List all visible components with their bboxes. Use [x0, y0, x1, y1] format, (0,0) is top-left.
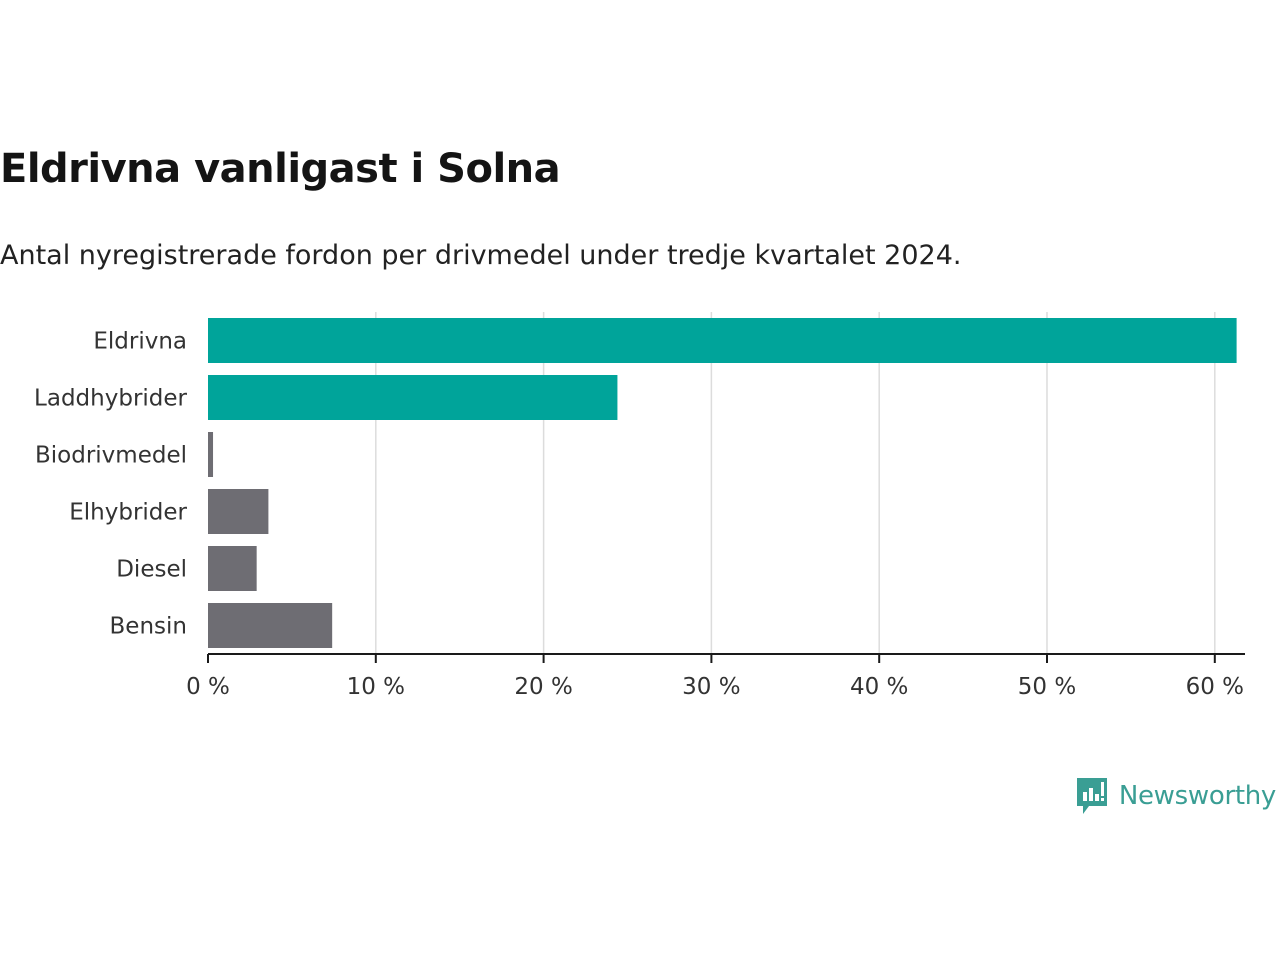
x-axis: 0 % 10 % 20 % 30 % 40 % 50 % 60 % — [186, 653, 1245, 700]
newsworthy-brand: Newsworthy — [1075, 776, 1276, 816]
bar-chart: Eldrivna Laddhybrider Biodrivmedel Elhybrid… — [34, 312, 1245, 700]
category-label-eldrivna: Eldrivna — [93, 329, 187, 355]
bar-diesel — [208, 546, 257, 591]
chart-subtitle: Antal nyregistrerade fordon per drivmede… — [0, 240, 962, 271]
brand-name: Newsworthy — [1118, 781, 1276, 811]
bar-elhybrider — [208, 489, 269, 534]
bar-bensin — [208, 603, 333, 648]
bar-laddhybrider — [208, 375, 618, 420]
category-label-biodrivmedel: Biodrivmedel — [35, 443, 187, 469]
category-label-laddhybrider: Laddhybrider — [34, 386, 187, 412]
x-tick-label-20: 20 % — [514, 674, 572, 700]
x-tick-label-50: 50 % — [1018, 674, 1076, 700]
x-tick-label-30: 30 % — [682, 674, 740, 700]
gridlines — [375, 312, 1216, 654]
bar-eldrivna — [208, 318, 1237, 363]
bar-biodrivmedel — [208, 432, 214, 477]
chart-title: Eldrivna vanligast i Solna — [0, 146, 561, 192]
x-tick-label-10: 10 % — [347, 674, 405, 700]
category-label-bensin: Bensin — [110, 614, 187, 640]
x-tick-label-0: 0 % — [186, 674, 230, 700]
newsworthy-logo-icon — [1076, 778, 1107, 814]
bars — [208, 318, 1237, 648]
category-label-elhybrider: Elhybrider — [69, 500, 187, 526]
category-labels: Eldrivna Laddhybrider Biodrivmedel Elhybrid… — [34, 329, 187, 640]
x-tick-label-60: 60 % — [1186, 674, 1244, 700]
category-label-diesel: Diesel — [116, 557, 187, 583]
x-tick-label-40: 40 % — [850, 674, 908, 700]
